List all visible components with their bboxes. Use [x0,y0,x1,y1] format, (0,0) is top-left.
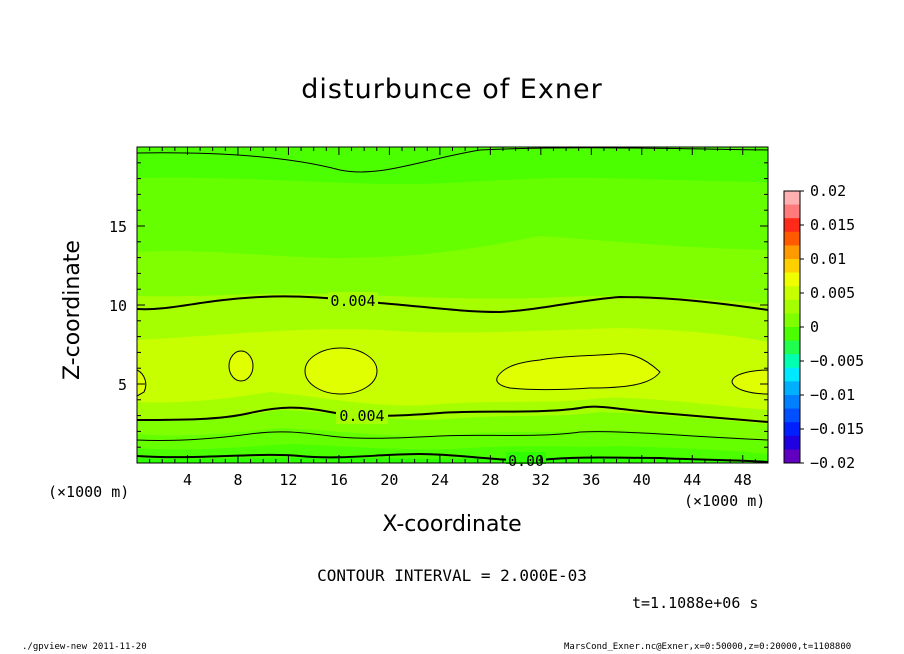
x-axis-label: X-coordinate [382,512,522,537]
colorbar-band [784,422,800,437]
y-axis-label: Z-coordinate [60,240,85,380]
contour-top-thin [137,147,768,173]
contour-label-1: 0.004 [339,407,384,425]
colorbar-band [784,408,800,423]
colorbar-tick-label: −0.005 [810,352,864,370]
blob-right-edge [731,369,768,395]
blob-x36 [496,353,661,390]
colorbar-band [784,313,800,328]
colorbar-band [784,395,800,410]
x-tick-label: 24 [431,471,449,489]
y-tick-label: 10 [109,297,127,315]
colorbar-tick-label: 0.005 [810,284,855,302]
colorbar-band [784,259,800,274]
time-stamp: t=1.1088e+06 s [632,594,759,612]
colorbar-band [784,204,800,219]
colorbar-band [784,381,800,396]
x-tick-label: 12 [279,471,297,489]
contour-000 [137,452,768,463]
colorbar-band [784,272,800,287]
x-tick-label: 16 [330,471,348,489]
y-tick-label: 15 [109,218,127,236]
colorbar-band [784,286,800,301]
x-tick-label: 48 [734,471,752,489]
colorbar-band [784,299,800,314]
colorbar-band [784,435,800,450]
colorbar-band [784,191,800,206]
contour-low-thin [137,431,768,442]
contour-label-0: 0.004 [330,292,375,310]
x-unit-right: (×1000 m) [684,492,766,510]
colorbar-tick-label: 0 [810,318,819,336]
colorbar-band [784,245,800,260]
colorbar-tick-labels: 0.02 0.015 0.01 0.005 0 −0.005 −0.01 −0.015 −0.0… [800,182,864,472]
x-tick-label: 20 [380,471,398,489]
contour-004-lower [137,405,768,423]
colorbar-tick-label: 0.01 [810,250,846,268]
x-tick-label: 40 [633,471,651,489]
x-axis-ticks: 4 8 12 16 20 24 28 32 36 40 44 48 [149,147,756,489]
colorbar-tick-label: −0.01 [810,386,855,404]
x-tick-label: 44 [683,471,701,489]
x-tick-label: 4 [183,471,192,489]
contour-004-upper [137,295,768,314]
x-tick-label: 8 [233,471,242,489]
contour-fill [137,147,768,463]
y-tick-label: 5 [118,376,127,394]
blob-x8 [228,350,254,382]
colorbar-tick-label: 0.015 [810,216,855,234]
x-tick-label: 28 [481,471,499,489]
contour-interval: CONTOUR INTERVAL = 2.000E-03 [317,566,587,585]
x-tick-label: 32 [532,471,550,489]
colorbar-band [784,218,800,233]
colorbar-band [784,354,800,369]
chart-title: disturbunce of Exner [301,74,603,105]
colorbar-tick-label: −0.02 [810,454,855,472]
footer-right: MarsCond_Exner.nc@Exner,x=0:50000,z=0:20… [564,642,852,652]
blob-left-edge [137,369,147,397]
contour-lines [137,147,768,463]
colorbar-tick-label: −0.015 [810,420,864,438]
colorbar-band [784,231,800,246]
colorbar-tick-label: 0.02 [810,182,846,200]
contour-label-2: 0.00 [508,452,544,470]
colorbar-band [784,367,800,382]
x-unit-left: (×1000 m) [48,483,130,501]
colorbar-band [784,449,800,464]
y-axis-ticks: 5 10 15 [109,162,768,448]
blob-x16 [304,347,378,395]
footer-left: ./gpview-new 2011-11-20 [22,642,147,652]
colorbar-band [784,327,800,342]
x-tick-label: 36 [582,471,600,489]
colorbar-band [784,340,800,355]
colorbar [783,190,801,464]
